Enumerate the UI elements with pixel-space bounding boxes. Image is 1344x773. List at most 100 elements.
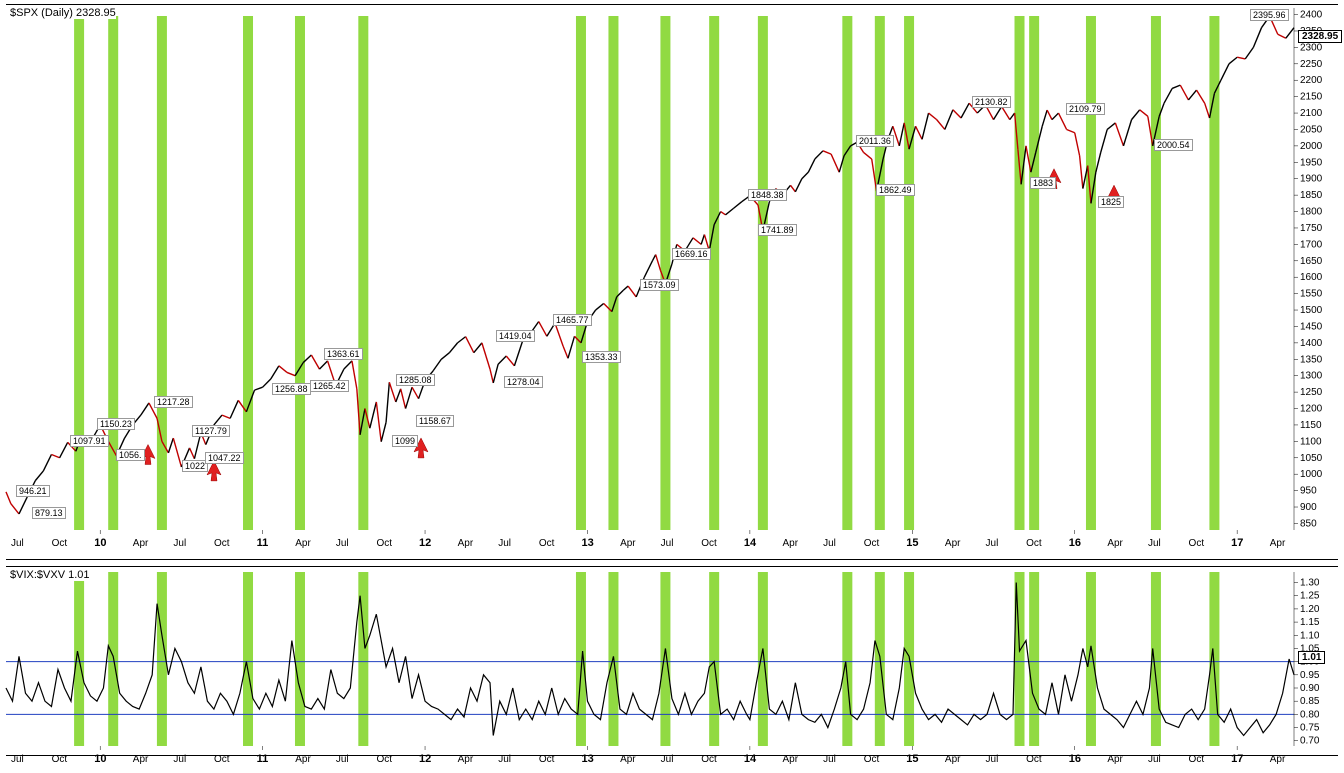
svg-text:13: 13 xyxy=(581,753,593,765)
svg-text:Oct: Oct xyxy=(701,538,717,549)
svg-text:1.20: 1.20 xyxy=(1300,604,1320,615)
svg-text:12: 12 xyxy=(419,753,431,765)
price-label: 1883 xyxy=(1030,177,1056,189)
svg-text:0.95: 0.95 xyxy=(1300,670,1320,681)
svg-text:Oct: Oct xyxy=(539,754,555,765)
svg-text:900: 900 xyxy=(1300,502,1317,513)
svg-text:1800: 1800 xyxy=(1300,207,1323,218)
svg-text:Jul: Jul xyxy=(336,754,349,765)
price-label: 1278.04 xyxy=(504,376,543,388)
svg-text:Jul: Jul xyxy=(498,754,511,765)
svg-text:2200: 2200 xyxy=(1300,75,1323,86)
svg-text:Jul: Jul xyxy=(986,538,999,549)
svg-text:15: 15 xyxy=(906,753,918,765)
svg-text:Jul: Jul xyxy=(11,754,24,765)
vix-current-value: 1.01 xyxy=(1298,651,1325,664)
svg-text:Apr: Apr xyxy=(295,754,311,765)
price-label: 1150.23 xyxy=(97,418,135,430)
svg-text:1900: 1900 xyxy=(1300,174,1323,185)
svg-text:850: 850 xyxy=(1300,518,1317,529)
svg-text:17: 17 xyxy=(1231,537,1243,549)
price-label: 1097.91 xyxy=(70,435,109,447)
spx-current-value: 2328.95 xyxy=(1298,30,1342,43)
svg-text:Oct: Oct xyxy=(376,538,392,549)
svg-text:1750: 1750 xyxy=(1300,223,1323,234)
svg-text:14: 14 xyxy=(744,753,757,765)
svg-text:16: 16 xyxy=(1069,537,1081,549)
price-label: 1669.16 xyxy=(672,248,711,260)
svg-text:1450: 1450 xyxy=(1300,321,1323,332)
svg-text:10: 10 xyxy=(94,537,106,549)
svg-text:14: 14 xyxy=(744,537,757,549)
svg-text:1400: 1400 xyxy=(1300,338,1323,349)
svg-text:1850: 1850 xyxy=(1300,190,1323,201)
svg-text:Oct: Oct xyxy=(1189,754,1205,765)
price-label: 879.13 xyxy=(32,507,66,519)
svg-text:Apr: Apr xyxy=(1107,754,1123,765)
svg-text:2050: 2050 xyxy=(1300,124,1323,135)
svg-text:Oct: Oct xyxy=(52,754,68,765)
svg-text:Oct: Oct xyxy=(864,754,880,765)
svg-text:Apr: Apr xyxy=(620,538,636,549)
svg-text:Apr: Apr xyxy=(133,754,149,765)
price-label: 1285.08 xyxy=(396,374,435,386)
svg-text:1200: 1200 xyxy=(1300,404,1323,415)
svg-text:1.30: 1.30 xyxy=(1300,578,1320,589)
price-label: 1056. xyxy=(116,449,145,461)
price-label: 1256.88 xyxy=(272,383,311,395)
svg-text:17: 17 xyxy=(1231,753,1243,765)
svg-text:Jul: Jul xyxy=(1148,754,1161,765)
svg-text:Oct: Oct xyxy=(701,754,717,765)
svg-text:Apr: Apr xyxy=(1270,754,1286,765)
svg-text:1150: 1150 xyxy=(1300,420,1322,431)
svg-text:1950: 1950 xyxy=(1300,157,1323,168)
svg-text:16: 16 xyxy=(1069,753,1081,765)
svg-text:1.10: 1.10 xyxy=(1300,630,1320,641)
svg-text:0.80: 0.80 xyxy=(1300,709,1320,720)
svg-text:Apr: Apr xyxy=(133,538,149,549)
svg-text:Jul: Jul xyxy=(11,538,24,549)
svg-text:13: 13 xyxy=(581,537,593,549)
price-label: 1848.38 xyxy=(748,189,787,201)
price-label: 1127.79 xyxy=(192,425,230,437)
price-label: 1465.77 xyxy=(553,314,592,326)
svg-text:1.25: 1.25 xyxy=(1300,591,1320,602)
price-label: 1265.42 xyxy=(310,380,349,392)
svg-text:1350: 1350 xyxy=(1300,354,1323,365)
svg-text:Apr: Apr xyxy=(620,754,636,765)
svg-text:Apr: Apr xyxy=(782,538,798,549)
price-label: 1099 xyxy=(392,435,418,447)
svg-text:10: 10 xyxy=(94,753,106,765)
svg-text:Jul: Jul xyxy=(661,538,674,549)
svg-text:Jul: Jul xyxy=(173,538,186,549)
svg-text:2000: 2000 xyxy=(1300,141,1323,152)
svg-text:0.70: 0.70 xyxy=(1300,736,1320,747)
svg-text:Oct: Oct xyxy=(864,538,880,549)
svg-text:Jul: Jul xyxy=(661,754,674,765)
svg-text:2250: 2250 xyxy=(1300,59,1323,70)
svg-text:Oct: Oct xyxy=(539,538,555,549)
svg-text:Jul: Jul xyxy=(823,538,836,549)
svg-text:Oct: Oct xyxy=(1026,754,1042,765)
svg-text:Apr: Apr xyxy=(945,538,961,549)
svg-text:15: 15 xyxy=(906,537,918,549)
svg-text:2100: 2100 xyxy=(1300,108,1323,119)
svg-text:11: 11 xyxy=(257,537,269,549)
top-chart-title: $SPX (Daily) 2328.95 xyxy=(10,7,116,19)
svg-text:Oct: Oct xyxy=(214,538,230,549)
price-label: 2000.54 xyxy=(1154,139,1193,151)
svg-text:Oct: Oct xyxy=(1026,538,1042,549)
bottom-chart-title: $VIX:$VXV 1.01 xyxy=(10,569,90,581)
price-label: 1047.22 xyxy=(205,452,244,464)
svg-text:Jul: Jul xyxy=(498,538,511,549)
svg-text:0.75: 0.75 xyxy=(1300,723,1320,734)
svg-text:1550: 1550 xyxy=(1300,289,1323,300)
price-label: 2395.96 xyxy=(1250,9,1289,21)
svg-text:Apr: Apr xyxy=(1270,538,1286,549)
price-label: 1217.28 xyxy=(154,396,193,408)
svg-text:11: 11 xyxy=(257,753,269,765)
svg-text:2400: 2400 xyxy=(1300,10,1323,21)
svg-text:2300: 2300 xyxy=(1300,42,1323,53)
svg-text:1.15: 1.15 xyxy=(1300,617,1320,628)
svg-text:Apr: Apr xyxy=(945,754,961,765)
